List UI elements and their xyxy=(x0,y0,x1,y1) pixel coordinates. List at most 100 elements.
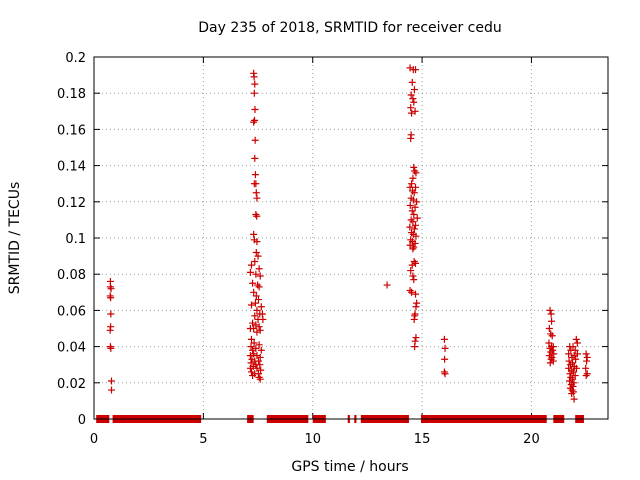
data-point xyxy=(412,221,420,229)
data-point xyxy=(253,364,261,372)
data-point xyxy=(440,335,448,343)
data-point xyxy=(252,248,260,256)
data-point xyxy=(250,325,258,332)
data-point xyxy=(253,328,261,336)
data-point xyxy=(408,207,416,215)
y-tick-label: 0.04 xyxy=(57,341,86,356)
y-axis-label: SRMTID / TECUs xyxy=(7,182,23,295)
data-point xyxy=(247,343,255,351)
y-tick-labels: 0 0.02 0.04 0.06 0.08 0.1 0.12 0.14 0.16 0.18 0.2 xyxy=(57,51,86,428)
data-point xyxy=(411,167,419,175)
data-point xyxy=(410,98,418,106)
data-point xyxy=(250,288,258,296)
data-point xyxy=(247,335,255,343)
data-point xyxy=(582,364,590,372)
data-point xyxy=(250,230,258,238)
data-point xyxy=(410,86,418,94)
data-point xyxy=(249,346,257,354)
data-point xyxy=(256,375,264,383)
data-point xyxy=(107,377,115,385)
data-point xyxy=(254,357,262,365)
data-point xyxy=(247,301,255,309)
data-point xyxy=(246,352,254,360)
data-point xyxy=(412,66,420,74)
data-point xyxy=(550,350,558,358)
data-point xyxy=(408,180,416,188)
data-point xyxy=(408,78,416,86)
data-point xyxy=(257,346,265,354)
data-point xyxy=(441,370,449,378)
data-point xyxy=(411,239,419,247)
plot-frame xyxy=(93,56,609,420)
data-point xyxy=(410,276,418,284)
data-point xyxy=(546,306,554,314)
data-point xyxy=(247,368,255,376)
data-point xyxy=(252,180,260,188)
data-point xyxy=(569,343,577,351)
data-point xyxy=(251,136,259,144)
data-point xyxy=(412,259,420,267)
data-point xyxy=(572,335,580,343)
data-point xyxy=(441,355,449,363)
data-point xyxy=(252,292,260,300)
data-point xyxy=(407,104,415,112)
data-point xyxy=(408,261,416,269)
data-point xyxy=(412,169,420,177)
data-point xyxy=(251,312,259,320)
data-point xyxy=(406,201,414,209)
data-point xyxy=(254,252,262,260)
data-point xyxy=(409,95,417,103)
data-point xyxy=(253,194,261,202)
y-tick-label: 0.1 xyxy=(65,232,86,247)
data-point xyxy=(256,326,264,334)
x-tick-label: 0 xyxy=(90,432,98,447)
data-point xyxy=(582,350,590,358)
data-point xyxy=(107,294,115,302)
data-point xyxy=(251,80,259,88)
data-point xyxy=(251,299,259,307)
data-point xyxy=(254,296,262,304)
data-point xyxy=(255,283,263,291)
data-point xyxy=(573,364,581,372)
data-point xyxy=(250,339,258,347)
y-tick-label: 0.06 xyxy=(57,304,86,319)
data-point xyxy=(413,299,421,307)
data-point xyxy=(256,272,264,280)
data-point xyxy=(571,372,579,380)
data-point xyxy=(410,243,418,251)
data-point xyxy=(255,323,263,331)
data-point xyxy=(410,189,418,197)
x-axis-label: GPS time / hours xyxy=(291,459,408,475)
data-point xyxy=(407,267,415,275)
y-tick-label: 0.14 xyxy=(57,160,86,175)
data-point xyxy=(251,171,259,179)
data-point xyxy=(413,198,421,206)
y-tick-label: 0.2 xyxy=(65,51,86,66)
data-point xyxy=(410,163,418,171)
y-tick-label: 0.12 xyxy=(57,196,86,211)
data-point xyxy=(406,64,414,72)
data-point xyxy=(568,390,576,398)
data-point xyxy=(249,372,257,380)
data-point xyxy=(257,366,265,374)
data-point xyxy=(251,105,259,113)
data-point xyxy=(565,364,573,372)
data-point xyxy=(545,325,553,332)
data-point xyxy=(411,107,419,115)
data-point xyxy=(259,315,267,323)
data-point xyxy=(250,118,258,126)
data-point xyxy=(256,353,264,361)
data-point xyxy=(252,270,260,278)
data-point xyxy=(412,334,420,342)
data-point xyxy=(573,339,581,347)
data-point xyxy=(566,370,574,378)
data-points xyxy=(106,64,591,403)
data-point xyxy=(413,214,421,222)
data-point xyxy=(256,361,264,369)
data-point xyxy=(257,303,265,311)
data-point xyxy=(247,359,255,367)
data-point xyxy=(546,359,554,367)
y-tick-label: 0.02 xyxy=(57,377,86,392)
data-point xyxy=(566,361,574,369)
